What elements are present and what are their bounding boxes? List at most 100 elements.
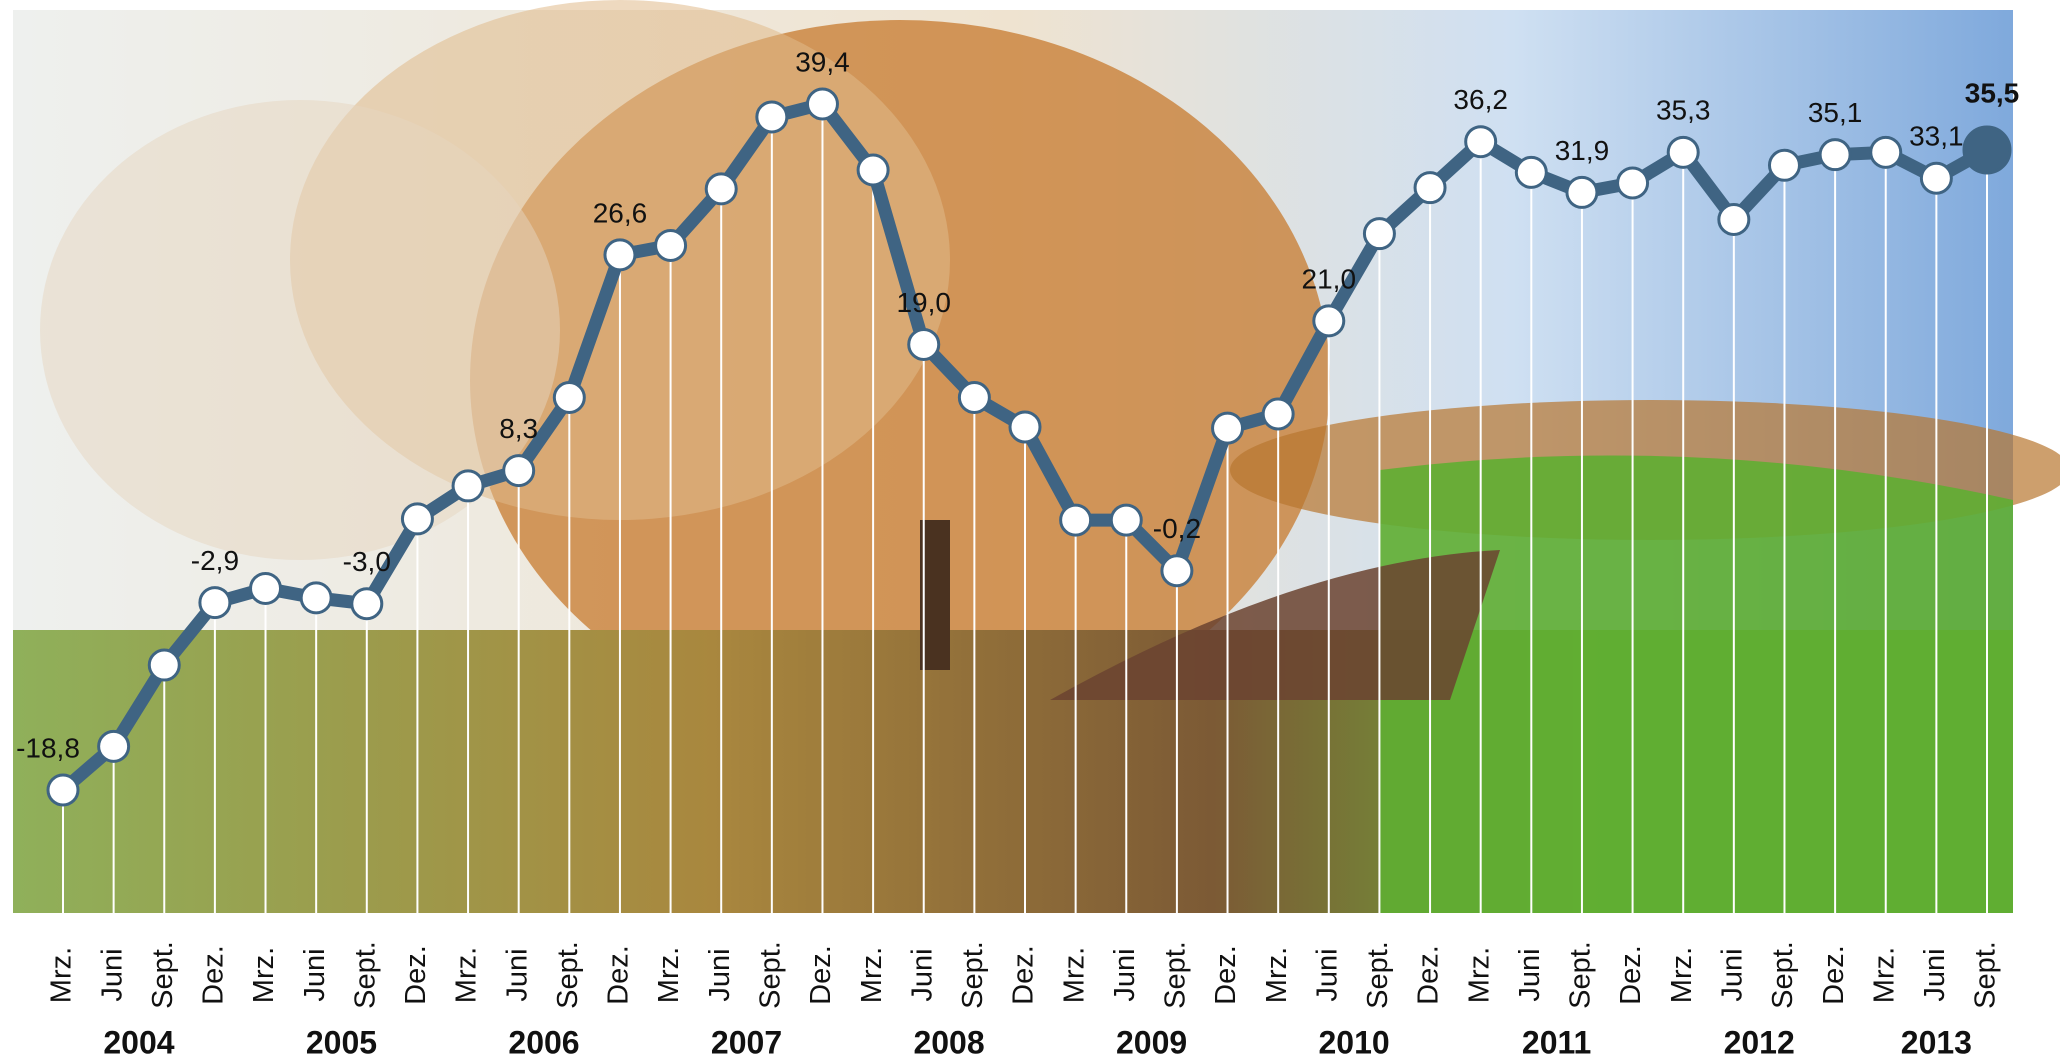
marker	[46, 773, 80, 807]
x-tick-label: Juni	[906, 948, 938, 1001]
data-label: 33,1	[1909, 121, 1964, 152]
marker	[451, 469, 485, 503]
marker	[1616, 166, 1650, 200]
marker	[1666, 135, 1700, 169]
marker	[1514, 155, 1548, 189]
marker	[249, 571, 283, 605]
data-label: 19,0	[896, 287, 951, 318]
marker	[552, 380, 586, 414]
x-tick-label: Sept.	[552, 941, 584, 1009]
data-label: 31,9	[1555, 135, 1610, 166]
marker	[198, 586, 232, 620]
x-tick-label: Dez.	[603, 945, 635, 1005]
data-label: -18,8	[16, 732, 80, 763]
marker	[97, 729, 131, 763]
plot: -18,8 -2,9 -3,0 8,3 26,6 39,4 19,0 -0,2 21,0 36,2…	[16, 46, 2020, 807]
marker	[502, 454, 536, 488]
x-tick-label: Dez.	[1818, 945, 1850, 1005]
marker	[1767, 148, 1801, 182]
x-tick-label: Mrz.	[856, 947, 888, 1003]
x-tick-label: Sept.	[957, 941, 989, 1009]
x-tick-label: Dez.	[805, 945, 837, 1005]
year-label: 2013	[1901, 1024, 1972, 1060]
marker	[1059, 503, 1093, 537]
year-label: 2011	[1522, 1024, 1591, 1060]
marker	[1109, 503, 1143, 537]
x-tick-label: Sept.	[1565, 941, 1597, 1009]
x-tick-label: Mrz.	[1868, 947, 1900, 1003]
marker	[1962, 125, 2012, 175]
data-label: 21,0	[1302, 263, 1357, 294]
data-label: -3,0	[343, 546, 391, 577]
x-tick-label: Juni	[1514, 948, 1546, 1001]
x-tick-label: Dez.	[1413, 945, 1445, 1005]
data-label: -0,2	[1153, 513, 1201, 544]
marker	[856, 153, 890, 187]
x-tick-label: Sept.	[349, 941, 381, 1009]
year-label: 2012	[1724, 1024, 1795, 1060]
x-tick-label: Dez.	[400, 945, 432, 1005]
x-tick-label: Mrz.	[451, 947, 483, 1003]
marker	[957, 380, 991, 414]
x-tick-label: Juni	[1109, 948, 1141, 1001]
marker	[805, 87, 839, 121]
x-tick-label: Mrz.	[1666, 947, 1698, 1003]
x-tick-label: Mrz.	[46, 947, 78, 1003]
x-tick-label: Juni	[704, 948, 736, 1001]
x-tick-label: Juni	[299, 948, 331, 1001]
year-label: 2005	[306, 1024, 377, 1060]
x-tick-label: Sept.	[147, 941, 179, 1009]
marker	[755, 100, 789, 134]
x-tick-label: Juni	[1311, 948, 1343, 1001]
x-tick-label: Sept.	[1970, 941, 2002, 1009]
marker	[1464, 125, 1498, 159]
marker	[299, 581, 333, 615]
marker	[1261, 397, 1295, 431]
data-label: 26,6	[593, 197, 648, 228]
x-tick-label: Mrz.	[1463, 947, 1495, 1003]
data-label: 36,2	[1453, 84, 1508, 115]
marker	[907, 327, 941, 361]
x-tick-label: Mrz.	[248, 947, 280, 1003]
marker	[1413, 171, 1447, 205]
marker	[704, 172, 738, 206]
x-tick-label: Juni	[96, 948, 128, 1001]
marker	[1160, 554, 1194, 588]
year-label: 2009	[1116, 1024, 1187, 1060]
data-label: 35,3	[1656, 95, 1711, 126]
drop-lines	[62, 104, 1988, 913]
marker	[147, 648, 181, 682]
year-label: 2010	[1319, 1024, 1390, 1060]
year-label: 2006	[508, 1024, 579, 1060]
marker	[1312, 304, 1346, 338]
x-tick-label: Juni	[501, 948, 533, 1001]
year-label: 2008	[913, 1024, 984, 1060]
marker	[603, 238, 637, 272]
marker	[1211, 411, 1245, 445]
x-tick-label: Juni	[1919, 948, 1951, 1001]
x-tick-label: Sept.	[1160, 941, 1192, 1009]
data-label: 35,5	[1965, 77, 2020, 108]
marker	[1362, 217, 1396, 251]
marker	[1818, 138, 1852, 172]
x-tick-label: Sept.	[1362, 941, 1394, 1009]
x-tick-label: Dez.	[198, 945, 230, 1005]
data-label: 35,1	[1808, 97, 1863, 128]
marker	[1565, 175, 1599, 209]
marker	[1919, 161, 1953, 195]
x-tick-label: Mrz.	[1058, 947, 1090, 1003]
x-tick-label: Mrz.	[1261, 947, 1293, 1003]
marker	[1717, 203, 1751, 237]
data-label: 8,3	[499, 413, 538, 444]
x-tick-label: Sept.	[754, 941, 786, 1009]
x-tick-label: Dez.	[1615, 945, 1647, 1005]
year-label: 2004	[103, 1024, 174, 1060]
marker	[350, 587, 384, 621]
data-label: -2,9	[191, 545, 239, 576]
marker	[1869, 135, 1903, 169]
x-tick-label: Dez.	[1008, 945, 1040, 1005]
marker	[654, 228, 688, 262]
year-label: 2007	[711, 1024, 782, 1060]
marker	[1008, 410, 1042, 444]
